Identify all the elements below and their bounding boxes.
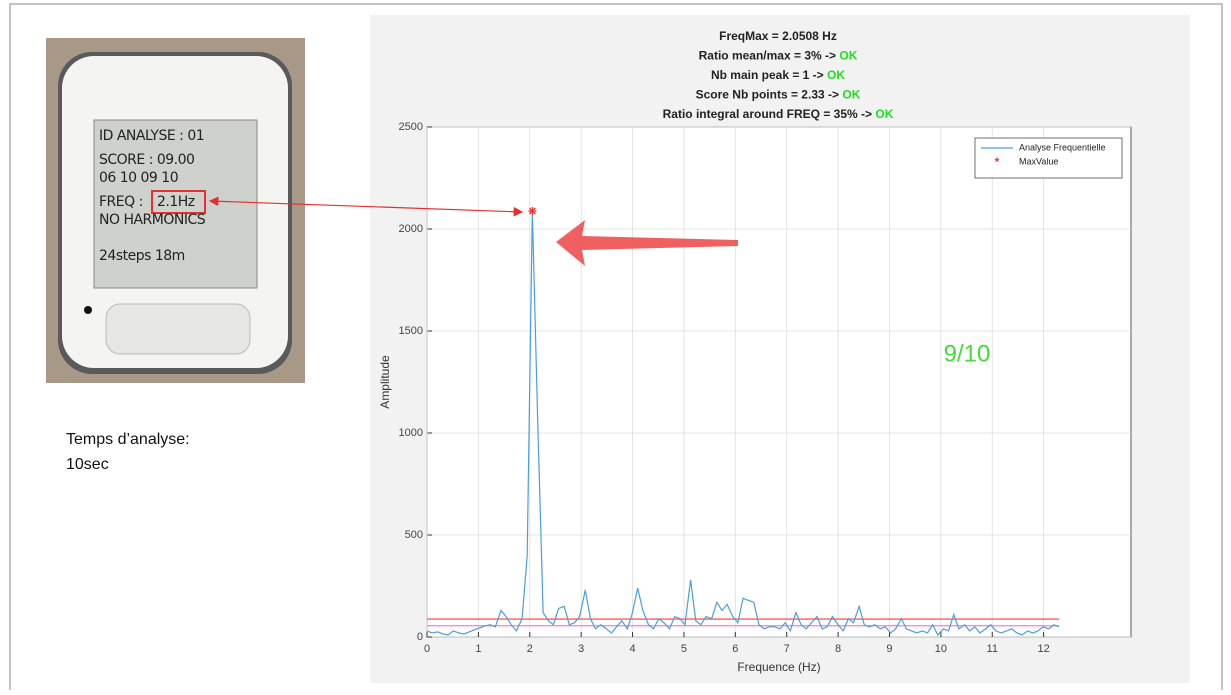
- y-tick-label: 1500: [399, 325, 423, 337]
- screen-line: 06 10 09 10: [99, 170, 178, 186]
- chart-title: Ratio mean/max = 3% -> OK: [699, 49, 858, 63]
- x-tick-label: 6: [732, 643, 738, 655]
- screen-line: FREQ :: [99, 194, 143, 210]
- caption-line: Temps d’analyse:: [66, 431, 190, 448]
- title-text: Ratio mean/max = 3% ->: [699, 49, 836, 63]
- freq-highlight: [151, 190, 206, 214]
- legend-box: [974, 137, 1123, 179]
- y-tick-label: 2000: [399, 223, 423, 235]
- title-status: OK: [842, 88, 860, 102]
- y-tick-label: 2500: [399, 121, 423, 133]
- screen-line: NO HARMONICS: [99, 212, 206, 228]
- title-text: Nb main peak = 1 ->: [711, 68, 824, 82]
- screen-line: 24steps 18m: [99, 248, 185, 264]
- y-tick-label: 0: [417, 631, 423, 643]
- x-tick-label: 12: [1038, 643, 1050, 655]
- link-arrow: [208, 196, 524, 217]
- chart-title: Nb main peak = 1 -> OK: [711, 68, 845, 82]
- watch-sensor: [84, 306, 92, 314]
- chart-title: FreqMax = 2.0508 Hz: [719, 29, 837, 43]
- legend-marker: *: [995, 155, 1000, 169]
- screen-freq: 2.1Hz: [157, 194, 195, 210]
- title-status: OK: [875, 107, 893, 121]
- x-tick-label: 2: [527, 643, 533, 655]
- caption-line: 10sec: [66, 456, 109, 473]
- watch-button: [105, 303, 251, 355]
- screen-line: ID ANALYSE : 01: [99, 128, 204, 144]
- x-tick-label: 5: [681, 643, 687, 655]
- x-tick-label: 11: [987, 643, 998, 655]
- x-tick-label: 10: [935, 643, 947, 655]
- max-marker: [528, 207, 537, 216]
- y-tick-label: 1000: [399, 427, 423, 439]
- score-annotation: 9/10: [944, 340, 991, 367]
- x-tick-label: 4: [629, 643, 635, 655]
- x-axis-label: Frequence (Hz): [737, 660, 820, 674]
- chart-title: Ratio integral around FREQ = 35% -> OK: [663, 107, 894, 121]
- x-tick-label: 3: [578, 643, 584, 655]
- title-text: Ratio integral around FREQ = 35% ->: [663, 107, 872, 121]
- title-text: Score Nb points = 2.33 ->: [696, 88, 839, 102]
- legend-label: MaxValue: [1019, 156, 1058, 166]
- x-tick-label: 9: [886, 643, 892, 655]
- x-tick-label: 8: [835, 643, 841, 655]
- title-text: FreqMax = 2.0508 Hz: [719, 29, 837, 43]
- plot-area: [426, 126, 1132, 638]
- x-tick-label: 7: [784, 643, 790, 655]
- x-tick-label: 1: [475, 643, 481, 655]
- y-tick-label: 500: [405, 529, 423, 541]
- y-axis-label: Amplitude: [378, 355, 392, 409]
- chart-title: Score Nb points = 2.33 -> OK: [696, 88, 861, 102]
- screen-line: SCORE : 09.00: [99, 152, 194, 168]
- legend-label: Analyse Frequentielle: [1019, 142, 1106, 152]
- pointer-arrow: [556, 220, 738, 266]
- x-tick-label: 0: [424, 643, 430, 655]
- title-status: OK: [827, 68, 845, 82]
- title-status: OK: [839, 49, 857, 63]
